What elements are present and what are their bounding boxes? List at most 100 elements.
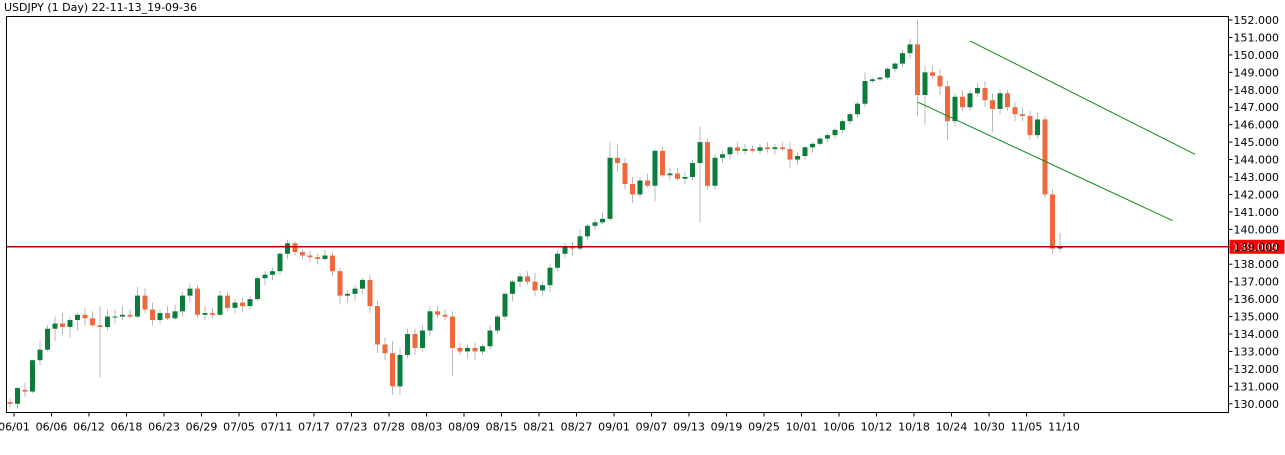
y-tick-label: 145.000 xyxy=(1234,136,1280,149)
candle-up xyxy=(517,276,523,282)
candle-down xyxy=(90,318,95,326)
y-tick-label: 141.000 xyxy=(1234,206,1280,219)
candle-up xyxy=(907,44,913,54)
candle-up xyxy=(997,93,1003,109)
candle-down xyxy=(225,295,230,308)
candle-up xyxy=(555,253,560,268)
candle-up xyxy=(322,255,328,259)
x-tick-label: 11/10 xyxy=(1048,421,1080,434)
candle-up xyxy=(690,163,695,177)
y-tick-label: 147.000 xyxy=(1234,101,1280,114)
x-tick-label: 06/01 xyxy=(0,421,30,434)
candle-down xyxy=(645,180,650,186)
candle-up xyxy=(885,68,890,78)
candle-up xyxy=(502,293,508,317)
x-tick-label: 06/23 xyxy=(148,421,180,434)
candle-down xyxy=(142,295,148,310)
candle-up xyxy=(772,147,778,150)
candle-up xyxy=(585,225,590,237)
candle-up xyxy=(285,243,290,254)
candle-up xyxy=(877,77,883,80)
candle-down xyxy=(195,288,200,315)
candle-down xyxy=(367,279,373,307)
candle-down xyxy=(660,150,665,176)
candle-down xyxy=(750,149,755,151)
candle-down xyxy=(97,325,103,328)
x-tick-label: 07/23 xyxy=(336,421,368,434)
candle-down xyxy=(960,96,965,108)
x-tick-label: 08/03 xyxy=(411,421,443,434)
candle-up xyxy=(727,147,733,155)
price-label-box xyxy=(1229,239,1285,254)
candle-up xyxy=(465,347,470,352)
candle-up xyxy=(120,314,125,317)
candle-up xyxy=(262,274,268,279)
candle-down xyxy=(165,313,170,319)
candle-up xyxy=(495,316,500,331)
candle-up xyxy=(1035,119,1040,136)
candle-up xyxy=(900,53,905,64)
candle-down xyxy=(787,149,793,160)
y-tick-label: 150.000 xyxy=(1234,49,1280,62)
candle-down xyxy=(7,402,13,404)
candle-up xyxy=(840,121,845,130)
candle-down xyxy=(765,147,770,150)
candle-down xyxy=(292,243,298,253)
price-label: 139.009 xyxy=(1233,241,1279,254)
candle-up xyxy=(892,63,898,69)
y-tick-label: 131.000 xyxy=(1234,380,1280,393)
y-tick-label: 135.000 xyxy=(1234,311,1280,324)
candle-down xyxy=(472,347,478,352)
x-axis-labels: 06/01 06/06 06/12 06/18 06/23 06/29 07/05 07/11… xyxy=(0,421,1080,434)
x-tick-label: 10/30 xyxy=(973,421,1005,434)
x-tick-label: 10/18 xyxy=(898,421,930,434)
x-tick-label: 09/07 xyxy=(636,421,668,434)
candle-down xyxy=(300,252,305,256)
x-tick-label: 10/06 xyxy=(823,421,855,434)
candle-down xyxy=(82,314,88,319)
x-tick-label: 08/15 xyxy=(486,421,518,434)
candle-down xyxy=(675,173,680,179)
candle-up xyxy=(825,135,830,139)
y-tick-label: 134.000 xyxy=(1234,328,1280,341)
y-tick-label: 130.000 xyxy=(1234,398,1280,411)
candle-down xyxy=(630,183,635,195)
candle-up xyxy=(360,279,365,289)
x-tick-label: 10/01 xyxy=(786,421,818,434)
candle-up xyxy=(255,278,260,300)
y-tick-label: 140.000 xyxy=(1234,223,1280,236)
candle-up xyxy=(547,267,553,286)
candle-down xyxy=(622,163,628,184)
candle-down xyxy=(525,276,530,282)
x-tick-label: 06/06 xyxy=(36,421,68,434)
x-tick-label: 10/12 xyxy=(861,421,893,434)
candle-up xyxy=(742,149,748,151)
candle-down xyxy=(382,344,388,354)
candle-up xyxy=(652,150,658,186)
x-tick-label: 09/25 xyxy=(748,421,780,434)
y-tick-label: 139.000 xyxy=(1234,241,1280,254)
x-tick-label: 08/21 xyxy=(523,421,555,434)
candle-up xyxy=(637,180,643,195)
candle-down xyxy=(435,311,440,315)
candle-up xyxy=(397,354,403,387)
candle-up xyxy=(922,72,928,96)
candle-up xyxy=(480,346,485,352)
candle-up xyxy=(592,222,598,226)
y-tick-label: 152.000 xyxy=(1234,14,1280,27)
candle-down xyxy=(375,306,380,345)
candle-down xyxy=(1020,114,1025,116)
candle-up xyxy=(427,311,433,331)
candle-down xyxy=(937,75,943,87)
candle-up xyxy=(510,281,515,294)
candle-down xyxy=(735,147,740,151)
plot-frame xyxy=(6,16,1229,413)
x-tick-label: 06/18 xyxy=(111,421,143,434)
y-tick-label: 149.000 xyxy=(1234,66,1280,79)
y-tick-label: 148.000 xyxy=(1234,84,1280,97)
y-tick-label: 138.000 xyxy=(1234,258,1280,271)
candle-up xyxy=(105,316,110,328)
candle-up xyxy=(847,114,853,122)
candle-down xyxy=(390,353,395,387)
